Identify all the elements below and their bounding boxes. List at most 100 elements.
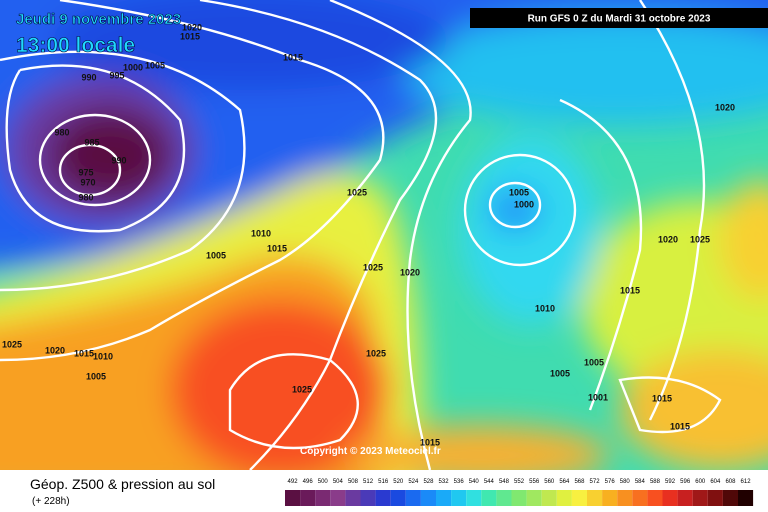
scale-label: 492 <box>288 479 299 485</box>
scale-swatch <box>300 490 316 506</box>
isobar-label: 1015 <box>620 285 640 295</box>
scale-label: 500 <box>318 479 329 485</box>
scale-swatch <box>587 490 603 506</box>
isobars <box>0 0 722 470</box>
isobar-label: 1001 <box>588 392 608 402</box>
scale-swatch <box>541 490 557 506</box>
isobar-label: 1025 <box>690 234 710 244</box>
scale-label: 568 <box>574 479 585 485</box>
isobar-label: 1025 <box>363 262 383 272</box>
isobar-label: 1015 <box>670 421 690 431</box>
scale-swatch <box>707 490 723 506</box>
isobar-label: 1005 <box>86 371 106 381</box>
scale-swatch <box>617 490 633 506</box>
scale-label: 588 <box>650 479 661 485</box>
isobar-label: 1000 <box>123 62 143 72</box>
scale-label: 600 <box>695 479 706 485</box>
scale-label: 508 <box>348 479 359 485</box>
scale-swatch <box>481 490 497 506</box>
isobar-label: 1025 <box>2 339 22 349</box>
scale-swatch <box>511 490 527 506</box>
scale-label: 540 <box>469 479 480 485</box>
field <box>0 0 768 470</box>
scale-label: 608 <box>725 479 736 485</box>
isobar-label: 1005 <box>550 368 570 378</box>
isobar-label: 1015 <box>267 243 287 253</box>
scale-label: 572 <box>590 479 601 485</box>
scale-label: 536 <box>454 479 465 485</box>
scale-swatch <box>390 490 406 506</box>
isobar-label: 970 <box>80 177 95 187</box>
isobar-label: 1020 <box>400 267 420 277</box>
scale-label: 528 <box>423 479 434 485</box>
run-info: Run GFS 0 Z du Mardi 31 octobre 2023 <box>528 14 711 25</box>
scale-swatch <box>360 490 376 506</box>
isobar-label: 980 <box>54 127 69 137</box>
isobar-label: 1010 <box>251 228 271 238</box>
isobar-label: 1020 <box>45 345 65 355</box>
footer-lead: (+ 228h) <box>32 496 70 507</box>
scale-swatch <box>315 490 331 506</box>
scale-swatch <box>692 490 708 506</box>
scale-label: 516 <box>378 479 389 485</box>
scale-label: 584 <box>635 479 646 485</box>
scale-swatch <box>738 490 754 506</box>
scale-swatch <box>602 490 618 506</box>
scale-swatch <box>451 490 467 506</box>
scale-label: 504 <box>333 479 344 485</box>
scale-swatch <box>436 490 452 506</box>
isobar-label: 1015 <box>283 52 303 62</box>
scale-swatch <box>526 490 542 506</box>
scale-swatch <box>345 490 361 506</box>
scale-swatch <box>496 490 512 506</box>
scale-label: 532 <box>439 479 450 485</box>
isobar-label: 985 <box>84 137 99 147</box>
scale-label: 592 <box>665 479 676 485</box>
scale-label: 560 <box>544 479 555 485</box>
isobar-label: 1025 <box>292 384 312 394</box>
scale-swatch <box>466 490 482 506</box>
scale-swatch <box>571 490 587 506</box>
scale-label: 580 <box>620 479 631 485</box>
scale-label: 548 <box>499 479 510 485</box>
copyright: Copyright © 2023 Meteociel.fr <box>300 446 441 457</box>
scale-swatch <box>420 490 436 506</box>
scale-label: 512 <box>363 479 374 485</box>
forecast-time: 13:00 locale <box>16 34 135 57</box>
isobar-label: 1000 <box>514 199 534 209</box>
isobar-label: 980 <box>78 192 93 202</box>
scale-label: 604 <box>710 479 721 485</box>
isobar-label: 1005 <box>509 187 529 197</box>
forecast-date: Jeudi 9 novembre 2023 <box>16 11 181 28</box>
isobar-label: 1010 <box>93 351 113 361</box>
isobar-label: 995 <box>109 70 124 80</box>
isobar-label: 1010 <box>535 303 555 313</box>
isobar-label: 1025 <box>366 348 386 358</box>
scale-swatch <box>556 490 572 506</box>
scale-label: 596 <box>680 479 691 485</box>
scale-swatch <box>375 490 391 506</box>
scale-label: 576 <box>605 479 616 485</box>
scale-swatch <box>647 490 663 506</box>
scale-label: 524 <box>408 479 419 485</box>
isobar-label: 1020 <box>658 234 678 244</box>
footer-title: Géop. Z500 & pression au sol <box>30 476 215 492</box>
isobar-label: 1015 <box>652 393 672 403</box>
run-box <box>470 8 768 28</box>
isobar-label: 990 <box>111 155 126 165</box>
scale-label: 544 <box>484 479 495 485</box>
isobar-label: 1005 <box>145 60 165 70</box>
scale-label: 556 <box>529 479 540 485</box>
scale-swatch <box>632 490 648 506</box>
isobar-label: 975 <box>78 167 93 177</box>
scale-swatch <box>677 490 693 506</box>
scale-swatch <box>285 490 301 506</box>
isobar-label: 1025 <box>347 187 367 197</box>
isobar-label: 990 <box>81 72 96 82</box>
isobar-label: 1015 <box>420 437 440 447</box>
scale-swatch <box>722 490 738 506</box>
isobar-label: 1005 <box>584 357 604 367</box>
scale-swatch <box>330 490 346 506</box>
